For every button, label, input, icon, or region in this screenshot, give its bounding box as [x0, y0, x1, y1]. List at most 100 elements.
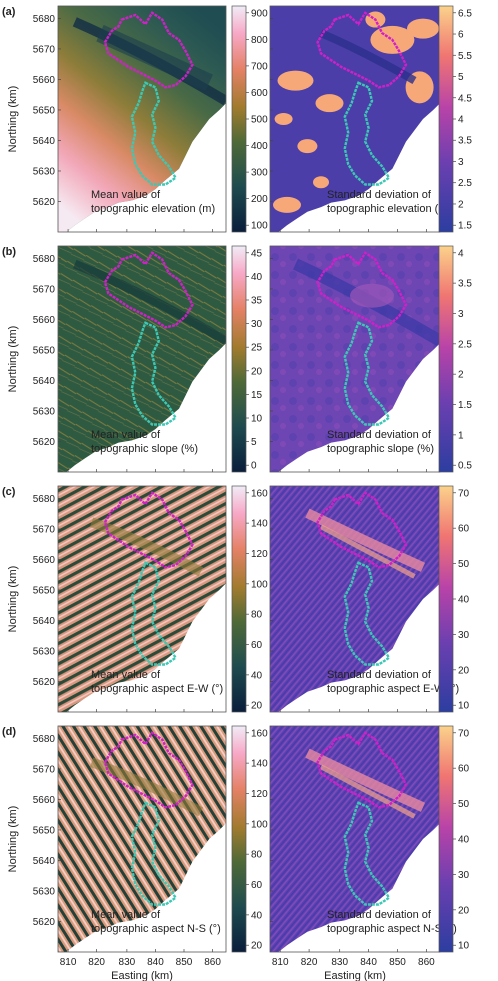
- panel-label: (c): [2, 486, 16, 498]
- y-tick-label: 5630: [33, 166, 56, 177]
- x-tick-label: 840: [147, 957, 164, 968]
- y-tick-label: 5650: [33, 345, 56, 356]
- colorbar-tick-label: 2.5: [458, 339, 472, 350]
- colorbar-tick-label: 160: [251, 728, 268, 739]
- y-tick-label: 5640: [33, 136, 56, 147]
- catchment-south-outline: [130, 321, 178, 426]
- colorbar-tick-label: 300: [251, 168, 268, 179]
- x-tick-label: 850: [176, 957, 193, 968]
- y-tick-label: 5650: [33, 825, 56, 836]
- y-tick-label: 5680: [33, 254, 56, 265]
- colorbar-tick-label: 500: [251, 115, 268, 126]
- y-tick-label: 5620: [33, 437, 56, 448]
- colorbar-tick-label: 50: [458, 559, 470, 570]
- colorbar-tick-label: 60: [251, 640, 263, 651]
- map-frame: [57, 5, 227, 233]
- left-caption-line2: topographic aspect E-W (°): [91, 683, 223, 695]
- colorbar-tick-label: 2.5: [458, 178, 472, 189]
- colorbar-tick-label: 800: [251, 35, 268, 46]
- colorbar-tick-label: 4.5: [458, 93, 472, 104]
- y-tick-label: 5650: [33, 105, 56, 116]
- colorbar-tick-label: 2: [458, 199, 464, 210]
- colorbar-tick-label: 30: [251, 319, 263, 330]
- colorbar-tick-label: 20: [251, 941, 263, 952]
- y-tick-label: 5670: [33, 764, 56, 775]
- colorbar-tick-label: 80: [251, 850, 263, 861]
- x-tick-label: 820: [88, 957, 105, 968]
- catchment-north-outline: [316, 251, 408, 329]
- colorbar-tick-label: 120: [251, 789, 268, 800]
- colorbar-tick-label: 3.5: [458, 136, 472, 147]
- x-tick-label: 830: [119, 957, 136, 968]
- colorbar-tick-label: 1.5: [458, 400, 472, 411]
- colorbar-tick-label: 60: [251, 880, 263, 891]
- right-caption-line1: Standard deviation of: [327, 429, 432, 441]
- right-caption-line1: Standard deviation of: [327, 909, 432, 921]
- colorbar-tick-label: 1.5: [458, 221, 472, 232]
- x-tick-label: 810: [60, 957, 77, 968]
- x-tick-label: 830: [331, 957, 348, 968]
- colorbar-tick-label: 3: [458, 157, 464, 168]
- colorbar-tick-label: 120: [251, 549, 268, 560]
- right-caption-line1: Standard deviation of: [327, 669, 432, 681]
- y-tick-label: 5620: [33, 677, 56, 688]
- colorbar-tick-label: 5: [458, 72, 464, 83]
- map-frame: [57, 485, 227, 713]
- colorbar-tick-label: 70: [458, 488, 470, 499]
- x-tick-label: 820: [301, 957, 318, 968]
- y-tick-label: 5650: [33, 585, 56, 596]
- catchment-south-outline: [343, 561, 391, 666]
- y-tick-label: 5630: [33, 646, 56, 657]
- panel-label: (b): [2, 246, 16, 258]
- colorbar-tick-label: 100: [251, 819, 268, 830]
- panel-c: (c) 5680 5670 5660 5650 5640 5630 5620 Northing …: [2, 485, 470, 713]
- y-axis-label: Northing (km): [7, 806, 19, 873]
- colorbar-tick-label: 60: [458, 524, 470, 535]
- right-caption-line2: topographic aspect N-S (°): [327, 923, 457, 935]
- catchment-south-outline: [343, 81, 391, 186]
- colorbar: [231, 5, 247, 233]
- colorbar-tick-label: 40: [251, 670, 263, 681]
- map-frame: [57, 245, 227, 473]
- colorbar-tick-label: 6: [458, 30, 464, 41]
- panel-label: (d): [2, 726, 16, 738]
- y-tick-label: 5620: [33, 197, 56, 208]
- catchment-north-outline: [316, 11, 408, 89]
- y-tick-label: 5670: [33, 524, 56, 535]
- left-caption-line1: Mean value of: [91, 909, 161, 921]
- colorbar-tick-label: 4: [458, 248, 464, 259]
- colorbar-tick-label: 10: [458, 701, 470, 712]
- colorbar-tick-label: 30: [458, 630, 470, 641]
- colorbar-tick-label: 100: [251, 221, 268, 232]
- colorbar: [438, 245, 454, 473]
- colorbar-tick-label: 4: [458, 115, 464, 126]
- left-caption-line1: Mean value of: [91, 429, 161, 441]
- x-tick-label: 850: [389, 957, 406, 968]
- catchment-north-outline: [316, 731, 408, 809]
- colorbar-tick-label: 40: [251, 910, 263, 921]
- y-axis-label: Northing (km): [7, 326, 19, 393]
- y-tick-label: 5630: [33, 886, 56, 897]
- colorbar-tick-label: 50: [458, 799, 470, 810]
- x-axis-label-left: Easting (km): [111, 970, 173, 981]
- colorbar-tick-label: 140: [251, 519, 268, 530]
- y-tick-label: 5620: [33, 917, 56, 928]
- colorbar-tick-label: 140: [251, 759, 268, 770]
- y-tick-label: 5660: [33, 555, 56, 566]
- catchment-north-outline: [103, 491, 194, 569]
- left-caption-line2: topographic elevation (m): [91, 203, 215, 215]
- panel-a: (a) 5680 5670 5660 5650 5640 5630 5620 Northing …: [2, 5, 472, 233]
- y-tick-label: 5660: [33, 795, 56, 806]
- left-caption-line1: Mean value of: [91, 669, 161, 681]
- x-axis-label-right: Easting (km): [324, 970, 386, 981]
- catchment-north-outline: [103, 731, 194, 809]
- colorbar-tick-label: 40: [458, 595, 470, 606]
- y-tick-label: 5680: [33, 14, 56, 25]
- catchment-south-outline: [343, 801, 391, 906]
- left-caption-line2: topographic aspect N-S (°): [91, 923, 221, 935]
- colorbar-tick-label: 1: [458, 430, 464, 441]
- colorbar-tick-label: 700: [251, 61, 268, 72]
- colorbar-tick-label: 80: [251, 610, 263, 621]
- colorbar-tick-label: 0: [251, 461, 257, 472]
